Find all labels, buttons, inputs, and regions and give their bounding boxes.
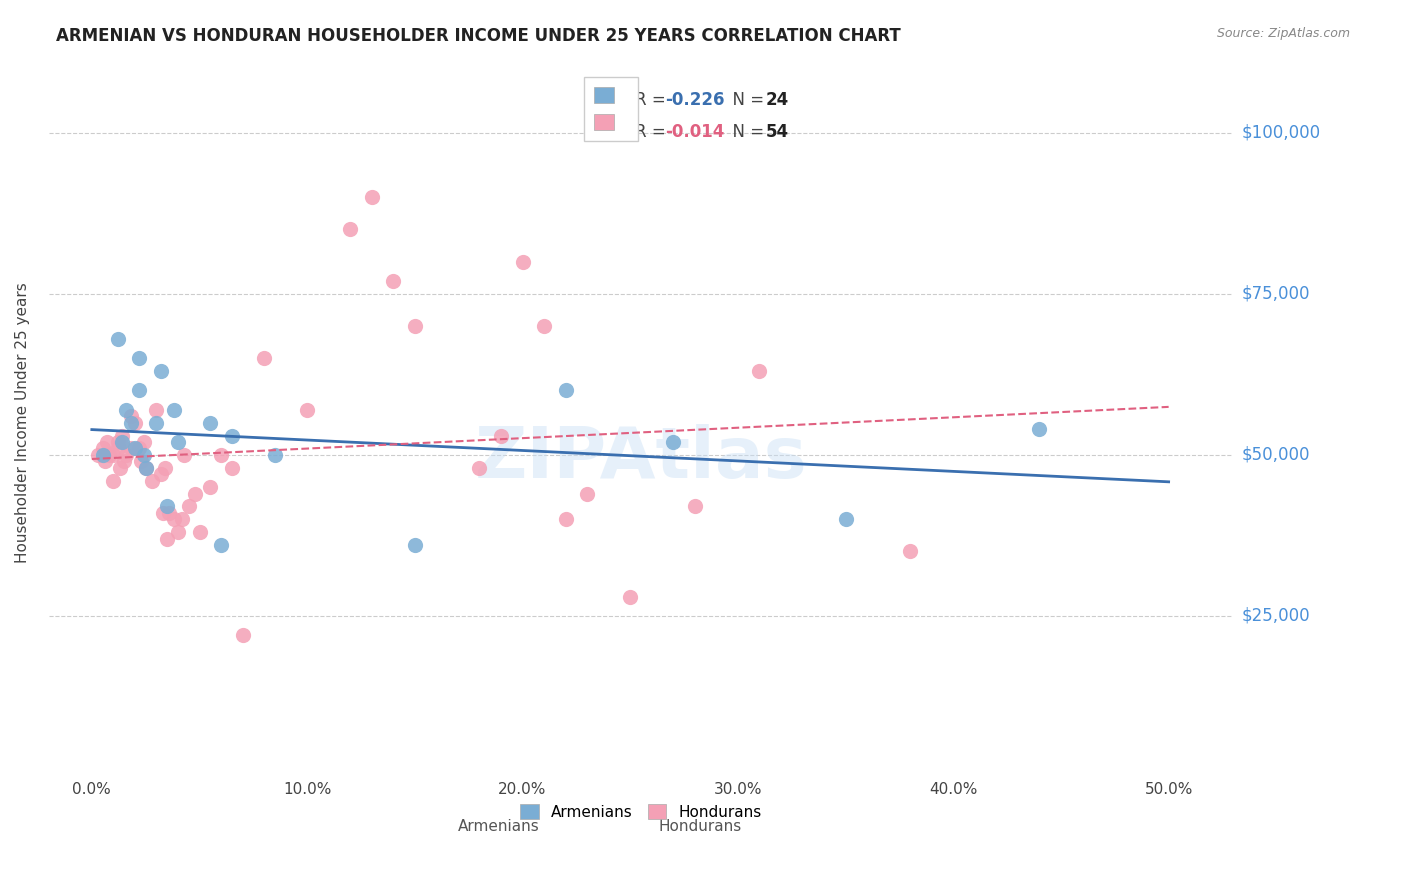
Point [135, 460, 157, 475]
Point [120, 442, 142, 456]
Point [264, 448, 287, 462]
Point [163, 512, 186, 526]
Text: Source: ZipAtlas.com: Source: ZipAtlas.com [1216, 27, 1350, 40]
Text: N =: N = [721, 123, 769, 141]
Point [232, 628, 254, 642]
Text: 54: 54 [765, 123, 789, 141]
Point [152, 506, 174, 520]
Text: Armenians: Armenians [458, 819, 540, 834]
Point [404, 538, 426, 552]
Point [1028, 422, 1050, 436]
Point [153, 460, 176, 475]
Point [157, 506, 180, 520]
Point [145, 402, 167, 417]
Point [111, 435, 134, 450]
Point [149, 364, 172, 378]
Point [107, 442, 129, 456]
Point [149, 467, 172, 482]
Point [167, 435, 190, 450]
Point [156, 500, 179, 514]
Text: 24: 24 [765, 91, 789, 110]
Point [112, 454, 135, 468]
Point [360, 190, 382, 204]
Point [103, 474, 125, 488]
Point [107, 332, 129, 346]
Point [533, 319, 555, 334]
Point [512, 254, 534, 268]
Point [404, 319, 426, 334]
Point [131, 454, 153, 468]
Point [748, 364, 770, 378]
Point [200, 416, 222, 430]
Point [156, 532, 179, 546]
Point [111, 428, 134, 442]
Point [221, 460, 243, 475]
Point [115, 448, 138, 462]
Point [489, 428, 512, 442]
Point [173, 448, 195, 462]
Point [135, 460, 157, 475]
Point [221, 428, 243, 442]
Text: $100,000: $100,000 [1241, 124, 1320, 142]
Point [339, 222, 361, 236]
Point [115, 402, 138, 417]
Point [172, 512, 194, 526]
Point [167, 525, 190, 540]
Point [576, 486, 599, 500]
Point [382, 274, 405, 288]
Point [295, 402, 318, 417]
Text: N =: N = [721, 91, 769, 110]
Point [209, 448, 232, 462]
Point [128, 351, 150, 366]
Legend: Armenians, Hondurans: Armenians, Hondurans [515, 798, 768, 826]
Point [107, 435, 129, 450]
Point [163, 402, 186, 417]
Point [468, 460, 491, 475]
Point [177, 500, 200, 514]
Point [124, 416, 146, 430]
Point [619, 590, 641, 604]
Y-axis label: Householder Income Under 25 years: Householder Income Under 25 years [15, 282, 30, 563]
Text: Hondurans: Hondurans [658, 819, 742, 834]
Point [96, 435, 118, 450]
Point [184, 486, 207, 500]
Text: ZIPAtlas: ZIPAtlas [475, 424, 807, 492]
Point [98, 448, 121, 462]
Point [683, 500, 706, 514]
Point [120, 409, 142, 424]
Point [91, 448, 114, 462]
Text: $25,000: $25,000 [1241, 607, 1310, 624]
Point [554, 384, 576, 398]
Point [124, 442, 146, 456]
Point [128, 384, 150, 398]
Point [209, 538, 232, 552]
Point [834, 512, 856, 526]
Point [108, 460, 131, 475]
Point [128, 442, 150, 456]
Text: R =: R = [636, 123, 671, 141]
Point [93, 454, 115, 468]
Text: -0.014: -0.014 [665, 123, 724, 141]
Point [132, 435, 155, 450]
Text: $50,000: $50,000 [1241, 446, 1310, 464]
Point [87, 448, 110, 462]
Point [662, 435, 685, 450]
Point [103, 448, 125, 462]
Point [132, 448, 155, 462]
Point [200, 480, 222, 494]
Point [120, 416, 142, 430]
Text: $75,000: $75,000 [1241, 285, 1310, 303]
Point [898, 544, 921, 558]
Point [554, 512, 576, 526]
Point [91, 442, 114, 456]
Point [145, 416, 167, 430]
Text: R =: R = [636, 91, 671, 110]
Point [141, 474, 163, 488]
Point [188, 525, 211, 540]
Text: ARMENIAN VS HONDURAN HOUSEHOLDER INCOME UNDER 25 YEARS CORRELATION CHART: ARMENIAN VS HONDURAN HOUSEHOLDER INCOME … [56, 27, 901, 45]
Text: -0.226: -0.226 [665, 91, 724, 110]
Point [253, 351, 276, 366]
